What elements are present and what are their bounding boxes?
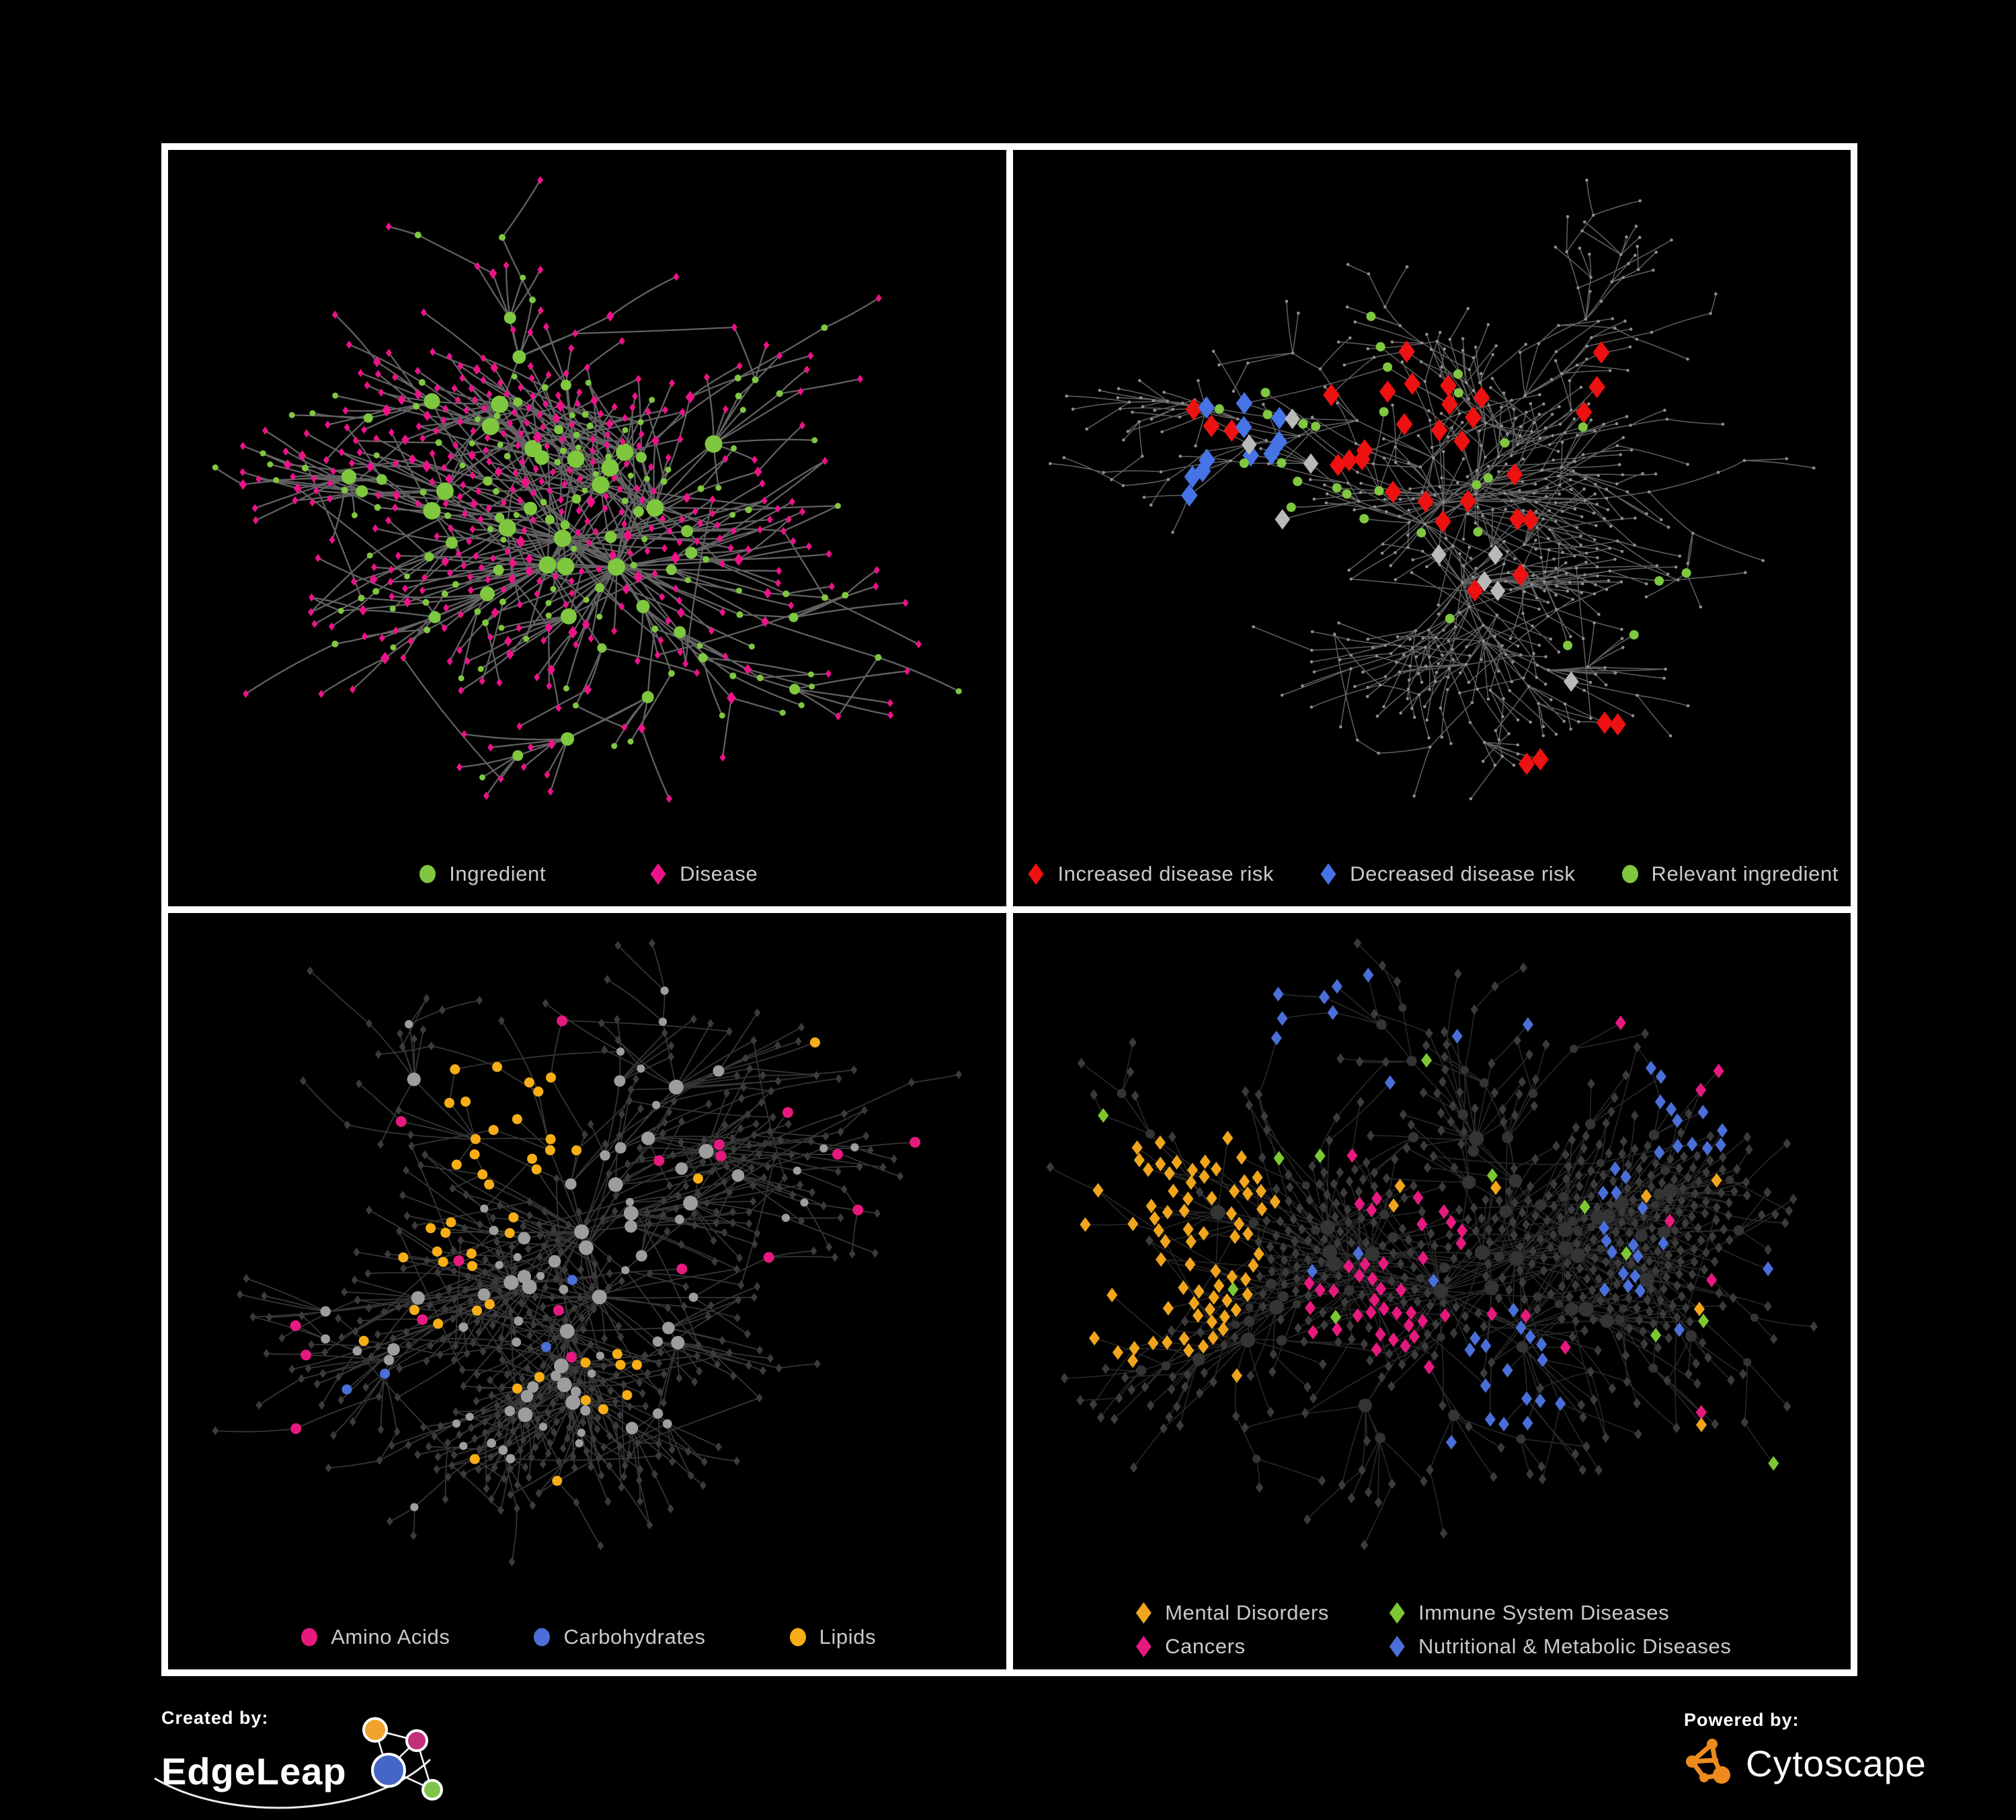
legend-label: Ingredient xyxy=(449,862,547,885)
diamond-swatch-icon xyxy=(1389,1602,1405,1624)
legend-item: Increased disease risk xyxy=(1024,862,1274,886)
legend-label: Disease xyxy=(680,862,758,885)
legend-label: Nutritional & Metabolic Diseases xyxy=(1418,1634,1732,1658)
legend-label: Immune System Diseases xyxy=(1418,1601,1670,1624)
panel-disease-classes: Mental Disorders Immune System Diseases Ca… xyxy=(1012,913,1851,1669)
powered-by-label: Powered by: xyxy=(1684,1710,1800,1730)
network-graph-disease-risk xyxy=(1048,178,1816,801)
panel-disease-risk: Increased disease risk Decreased disease … xyxy=(1012,150,1851,906)
legend-item: Immune System Diseases xyxy=(1385,1601,1669,1625)
legend-label: Lipids xyxy=(819,1625,877,1649)
diamond-swatch-icon xyxy=(1320,863,1336,885)
edgeleap-logo-icon xyxy=(362,1717,443,1801)
legend-item: Amino Acids xyxy=(298,1625,450,1649)
legend-item: Decreased disease risk xyxy=(1317,862,1575,886)
legend-item: Nutritional & Metabolic Diseases xyxy=(1385,1634,1731,1659)
circle-swatch-icon xyxy=(534,1628,551,1647)
circle-swatch-icon xyxy=(419,865,436,883)
circle-swatch-icon xyxy=(789,1628,806,1647)
legend-label: Relevant ingredient xyxy=(1651,862,1839,885)
panel-grid: Ingredient Disease Increased disease risk… xyxy=(161,143,1857,1676)
panel-nutrient-classes: Amino Acids Carbohydrates Lipids xyxy=(168,913,1006,1669)
edgeleap-brand-text: EdgeLeap xyxy=(161,1750,347,1792)
legend-item: Disease xyxy=(647,862,758,886)
circle-swatch-icon xyxy=(301,1628,318,1647)
legend-label: Decreased disease risk xyxy=(1350,862,1576,885)
circle-swatch-icon xyxy=(1621,865,1638,883)
legend-disease-classes: Mental Disorders Immune System Diseases Ca… xyxy=(1132,1601,1731,1659)
legend-label: Amino Acids xyxy=(331,1625,450,1649)
legend-disease-risk: Increased disease risk Decreased disease … xyxy=(1013,862,1851,886)
diamond-swatch-icon xyxy=(1028,863,1044,885)
cytoscape-brand-text: Cytoscape xyxy=(1746,1742,1927,1784)
legend-label: Mental Disorders xyxy=(1165,1601,1329,1624)
diamond-swatch-icon xyxy=(650,863,666,885)
legend-item: Cancers xyxy=(1132,1634,1246,1659)
legend-label: Carbohydrates xyxy=(563,1625,706,1649)
diamond-swatch-icon xyxy=(1135,1636,1152,1657)
network-graph-ingredient-disease xyxy=(212,175,962,803)
created-by-label: Created by: xyxy=(161,1708,269,1728)
cytoscape-logo-icon xyxy=(1686,1739,1730,1784)
legend-nutrient-classes: Amino Acids Carbohydrates Lipids xyxy=(168,1625,1006,1649)
powered-by-block: Powered by: Cytoscape xyxy=(1684,1710,1993,1792)
legend-item: Mental Disorders xyxy=(1132,1601,1329,1625)
legend-item: Carbohydrates xyxy=(530,1625,705,1649)
legend-item: Lipids xyxy=(787,1625,877,1649)
legend-label: Cancers xyxy=(1165,1634,1246,1658)
legend-item: Relevant ingredient xyxy=(1619,862,1839,886)
network-graph-disease-classes xyxy=(1045,938,1818,1550)
created-by-block: Created by: EdgeLeap xyxy=(154,1708,511,1811)
legend-item: Ingredient xyxy=(416,862,546,886)
panel-ingredient-disease: Ingredient Disease xyxy=(168,150,1006,906)
legend-label: Increased disease risk xyxy=(1057,862,1275,885)
diamond-swatch-icon xyxy=(1135,1602,1152,1624)
legend-ingredient-disease: Ingredient Disease xyxy=(168,862,1006,886)
diamond-swatch-icon xyxy=(1389,1636,1405,1657)
network-graph-nutrient-classes xyxy=(212,939,963,1567)
